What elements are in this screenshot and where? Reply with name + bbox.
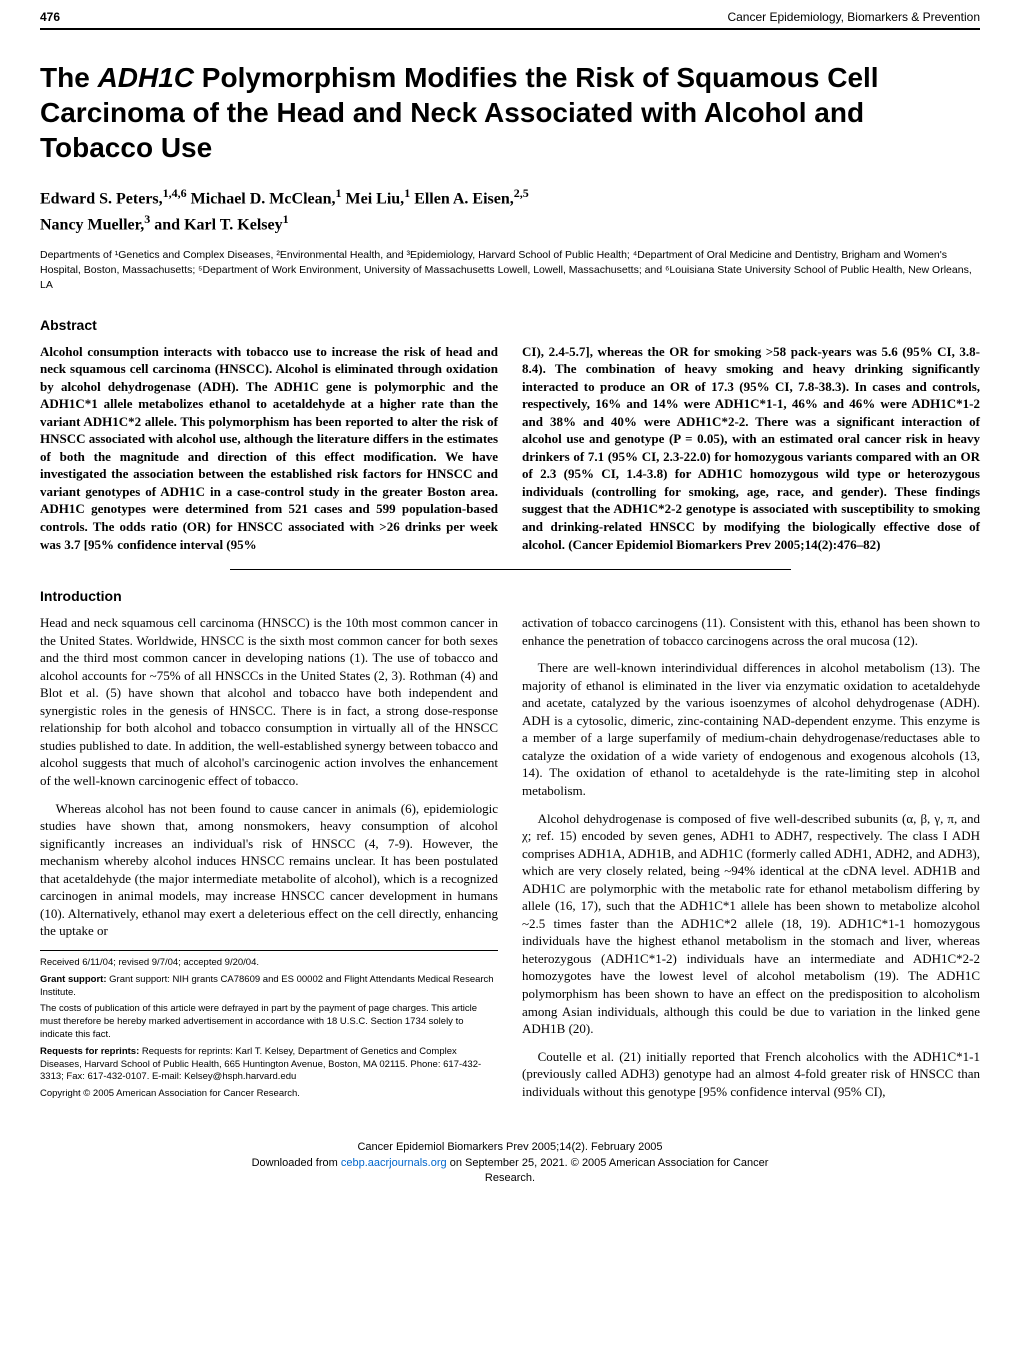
title-gene: ADH1C: [98, 62, 194, 93]
author-1-sup: 1,4,6: [163, 186, 187, 200]
intro-left-p1: Head and neck squamous cell carcinoma (H…: [40, 614, 498, 789]
intro-right-p3: Alcohol dehydrogenase is composed of fiv…: [522, 810, 980, 1038]
article-title: The ADH1C Polymorphism Modifies the Risk…: [0, 50, 1020, 185]
footnotes: Received 6/11/04; revised 9/7/04; accept…: [40, 950, 498, 1101]
abstract-left-col: Abstract Alcohol consumption interacts w…: [40, 317, 498, 554]
journal-name: Cancer Epidemiology, Biomarkers & Preven…: [727, 10, 980, 24]
author-1: Edward S. Peters,: [40, 190, 163, 207]
footnote-copyright: Copyright © 2005 American Association fo…: [40, 1088, 498, 1101]
authors: Edward S. Peters,1,4,6 Michael D. McClea…: [0, 185, 1020, 248]
intro-left-p2: Whereas alcohol has not been found to ca…: [40, 800, 498, 940]
abstract-heading: Abstract: [40, 317, 498, 333]
footer-line2-post: on September 25, 2021. © 2005 American A…: [447, 1157, 769, 1169]
intro-heading: Introduction: [40, 588, 498, 604]
title-prefix: The: [40, 62, 98, 93]
header-rule: [40, 28, 980, 30]
footnote-grant-text: Grant support: NIH grants CA78609 and ES…: [40, 974, 494, 998]
spacer: [522, 317, 980, 343]
page-number: 476: [40, 10, 60, 24]
author-6-sup: 1: [283, 212, 289, 226]
affiliations: Departments of ¹Genetics and Complex Dis…: [0, 248, 1020, 316]
intro-right-p2: There are well-known interindividual dif…: [522, 659, 980, 799]
footer-line1: Cancer Epidemiol Biomarkers Prev 2005;14…: [0, 1140, 1020, 1155]
author-6: and Karl T. Kelsey: [150, 216, 282, 233]
author-4-sup: 2,5: [514, 186, 529, 200]
intro-right-p4: Coutelle et al. (21) initially reported …: [522, 1048, 980, 1101]
footnote-grant: Grant support: Grant support: NIH grants…: [40, 974, 498, 1000]
intro-right-p1: activation of tobacco carcinogens (11). …: [522, 614, 980, 649]
footer-line2: Downloaded from cebp.aacrjournals.org on…: [0, 1156, 1020, 1171]
page-header: 476 Cancer Epidemiology, Biomarkers & Pr…: [0, 0, 1020, 28]
footer-line3: Research.: [0, 1171, 1020, 1186]
abstract-right-text: CI), 2.4-5.7], whereas the OR for smokin…: [522, 343, 980, 554]
abstract-left-text: Alcohol consumption interacts with tobac…: [40, 343, 498, 554]
spacer-2: [522, 588, 980, 614]
page-footer: Cancer Epidemiol Biomarkers Prev 2005;14…: [0, 1140, 1020, 1196]
author-5: Nancy Mueller,: [40, 216, 144, 233]
author-3: Mei Liu,: [342, 190, 405, 207]
abstract-right-col: CI), 2.4-5.7], whereas the OR for smokin…: [522, 317, 980, 554]
intro-left-col: Introduction Head and neck squamous cell…: [40, 588, 498, 1110]
intro-row: Introduction Head and neck squamous cell…: [0, 588, 1020, 1110]
abstract-row: Abstract Alcohol consumption interacts w…: [0, 317, 1020, 554]
footnote-reprints: Requests for reprints: Requests for repr…: [40, 1046, 498, 1084]
footer-link[interactable]: cebp.aacrjournals.org: [341, 1157, 447, 1169]
footnote-costs: The costs of publication of this article…: [40, 1003, 498, 1041]
author-2: Michael D. McClean,: [187, 190, 336, 207]
mid-divider: [230, 569, 791, 570]
footnote-received: Received 6/11/04; revised 9/7/04; accept…: [40, 957, 498, 970]
author-4: Ellen A. Eisen,: [410, 190, 514, 207]
intro-right-col: activation of tobacco carcinogens (11). …: [522, 588, 980, 1110]
footer-line2-pre: Downloaded from: [252, 1157, 341, 1169]
